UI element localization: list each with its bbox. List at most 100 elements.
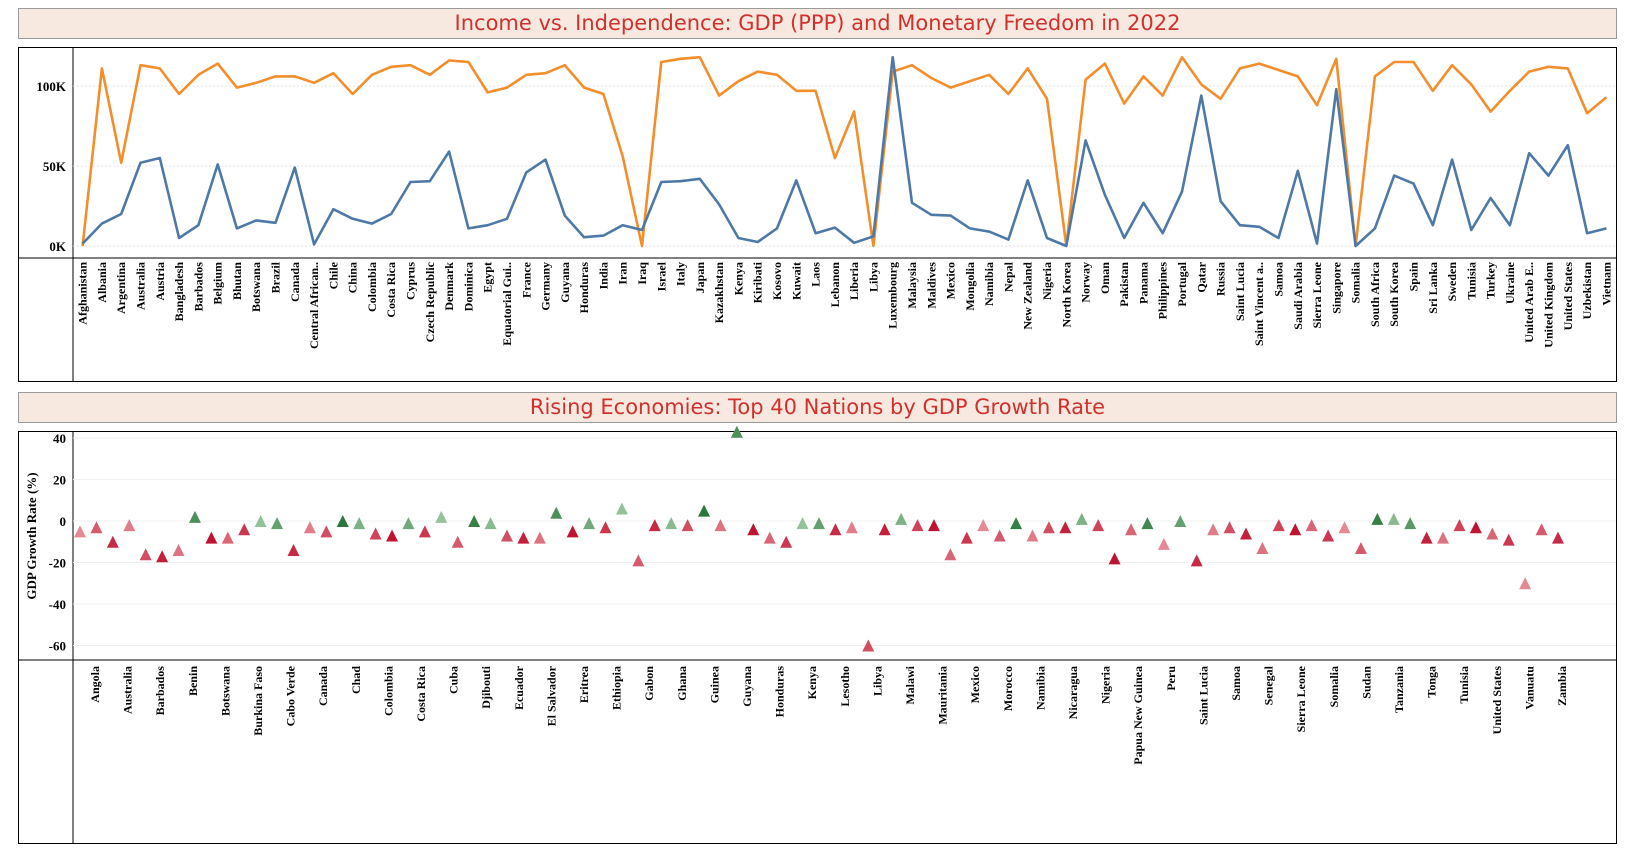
growth-point [156, 550, 169, 563]
x-tick-label: Japan [693, 262, 707, 294]
x-tick-label: Canada [288, 262, 302, 302]
x-tick-label: Maldives [924, 262, 938, 309]
x-tick-label: United Kingdom [1541, 262, 1555, 348]
x-tick-label: Colombia [381, 666, 395, 716]
growth-point [993, 529, 1006, 542]
x-tick-label: Gabon [642, 666, 656, 701]
gdp-freedom-line-chart: 0K 50K 100K Afghanistan Albania Argentina Aust… [18, 48, 1617, 381]
x-tick-label: Sierra Leone [1310, 261, 1324, 328]
growth-point [780, 535, 793, 548]
x-tick-label: Zambia [1555, 666, 1569, 706]
x-tick-label: Australia [134, 262, 148, 310]
growth-point [1207, 523, 1220, 536]
growth-point [977, 519, 990, 532]
x-tick-label: Turkey [1484, 262, 1498, 299]
growth-point [238, 523, 251, 536]
x-tick-label: Saint Lucia [1233, 262, 1247, 321]
growth-point [320, 525, 333, 538]
x-tick-label: Barbados [153, 666, 167, 716]
y-tick-label: 100K [36, 79, 67, 94]
growth-point [730, 425, 743, 438]
x-tick-label: Benin [186, 666, 200, 696]
x-tick-label: Mexico [968, 666, 982, 703]
growth-point [1354, 541, 1367, 554]
growth-point [1305, 519, 1318, 532]
x-tick-label: Sri Lanka [1426, 262, 1440, 314]
growth-point [205, 531, 218, 544]
x-tick-label: Laos [809, 262, 823, 287]
growth-point [1042, 521, 1055, 534]
x-tick-label: Cabo Verde [284, 665, 298, 726]
x-tick-label: Saint Vincent a.. [1252, 262, 1266, 346]
x-tick-label: Somalia [1327, 666, 1341, 707]
growth-point [878, 523, 891, 536]
growth-point [681, 519, 694, 532]
x-tick-label: France [519, 261, 533, 298]
growth-point [1174, 515, 1187, 527]
growth-point [123, 519, 136, 532]
growth-point [566, 525, 579, 538]
growth-point [583, 517, 596, 530]
x-tick-label: Canada [316, 666, 330, 706]
growth-point [1141, 517, 1154, 530]
x-tick-label: Mauritania [936, 666, 950, 725]
growth-point [763, 531, 776, 544]
x-tick-label: Argentina [114, 262, 128, 314]
growth-point [615, 502, 628, 515]
x-tick-label: Mexico [944, 262, 958, 299]
growth-point [1256, 541, 1269, 554]
x-tick-label: Guyana [558, 262, 572, 303]
x-tick-label: Panama [1136, 262, 1150, 304]
y-tick-label: -60 [49, 639, 66, 654]
x-tick-label: Nepal [1001, 261, 1015, 292]
x-tick-label: Iraq [635, 262, 649, 285]
x-tick-label: United States [1561, 262, 1575, 331]
x-tick-label: Guinea [707, 666, 721, 703]
growth-point [845, 521, 858, 534]
growth-point [1486, 527, 1499, 540]
x-tick-label: Czech Republic [423, 261, 437, 342]
growth-point [533, 531, 546, 544]
x-tick-label: Botswana [218, 666, 232, 716]
growth-point [632, 554, 645, 567]
growth-point [517, 531, 530, 544]
growth-point [829, 523, 842, 536]
x-tick-label: Dominica [461, 262, 475, 311]
x-tick-label: South Korea [1387, 262, 1401, 327]
x-tick-label: Morocco [1001, 666, 1015, 711]
bottom-chart-frame [18, 431, 1617, 844]
x-tick-label: Albania [95, 262, 109, 303]
x-tick-label: Vanuatu [1522, 666, 1536, 710]
x-tick-label: Peru [1164, 666, 1178, 691]
growth-point [944, 548, 957, 561]
growth-point [1075, 512, 1088, 525]
growth-point [1059, 521, 1072, 534]
x-tick-label: Senegal [1262, 665, 1276, 705]
x-tick-label: Bhutan [230, 262, 244, 300]
x-tick-label: Kenya [731, 262, 745, 295]
x-tick-label: Spain [1406, 262, 1420, 292]
x-tick-label: Tunisia [1457, 666, 1471, 704]
growth-point [862, 639, 875, 652]
x-tick-label: Ecuador [512, 665, 526, 710]
growth-point [468, 515, 481, 527]
x-tick-label: Sudan [1359, 666, 1373, 699]
x-tick-label: Kosovo [770, 262, 784, 300]
x-tick-label: Botswana [249, 262, 263, 312]
y-tick-label: -20 [49, 556, 66, 571]
growth-point [813, 517, 825, 530]
x-tick-label: Malawi [903, 665, 917, 704]
growth-point [254, 515, 267, 527]
growth-point [500, 529, 513, 542]
x-tick-label: Norway [1079, 262, 1093, 303]
x-tick-label: Tonga [1425, 666, 1439, 698]
growth-point [747, 523, 760, 536]
growth-point [106, 535, 119, 548]
growth-point [648, 519, 661, 532]
x-tick-label: Lesotho [838, 666, 852, 707]
growth-point [796, 517, 809, 530]
x-tick-label: Israel [654, 261, 668, 291]
x-tick-label: Guyana [740, 666, 754, 707]
x-tick-label: Pakistan [1117, 262, 1131, 307]
y-tick-label: 40 [53, 431, 66, 446]
